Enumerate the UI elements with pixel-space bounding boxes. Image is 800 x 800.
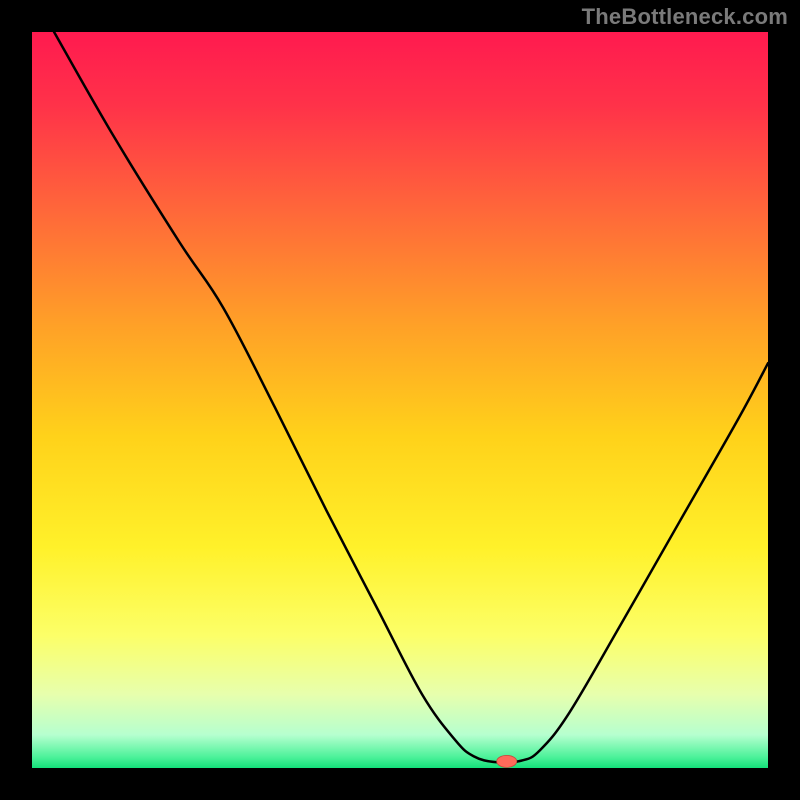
optimal-point-marker [497,755,517,767]
watermark-text: TheBottleneck.com [582,4,788,30]
plot-gradient-background [32,32,768,768]
chart-frame: TheBottleneck.com [0,0,800,800]
bottleneck-curve-chart [0,0,800,800]
